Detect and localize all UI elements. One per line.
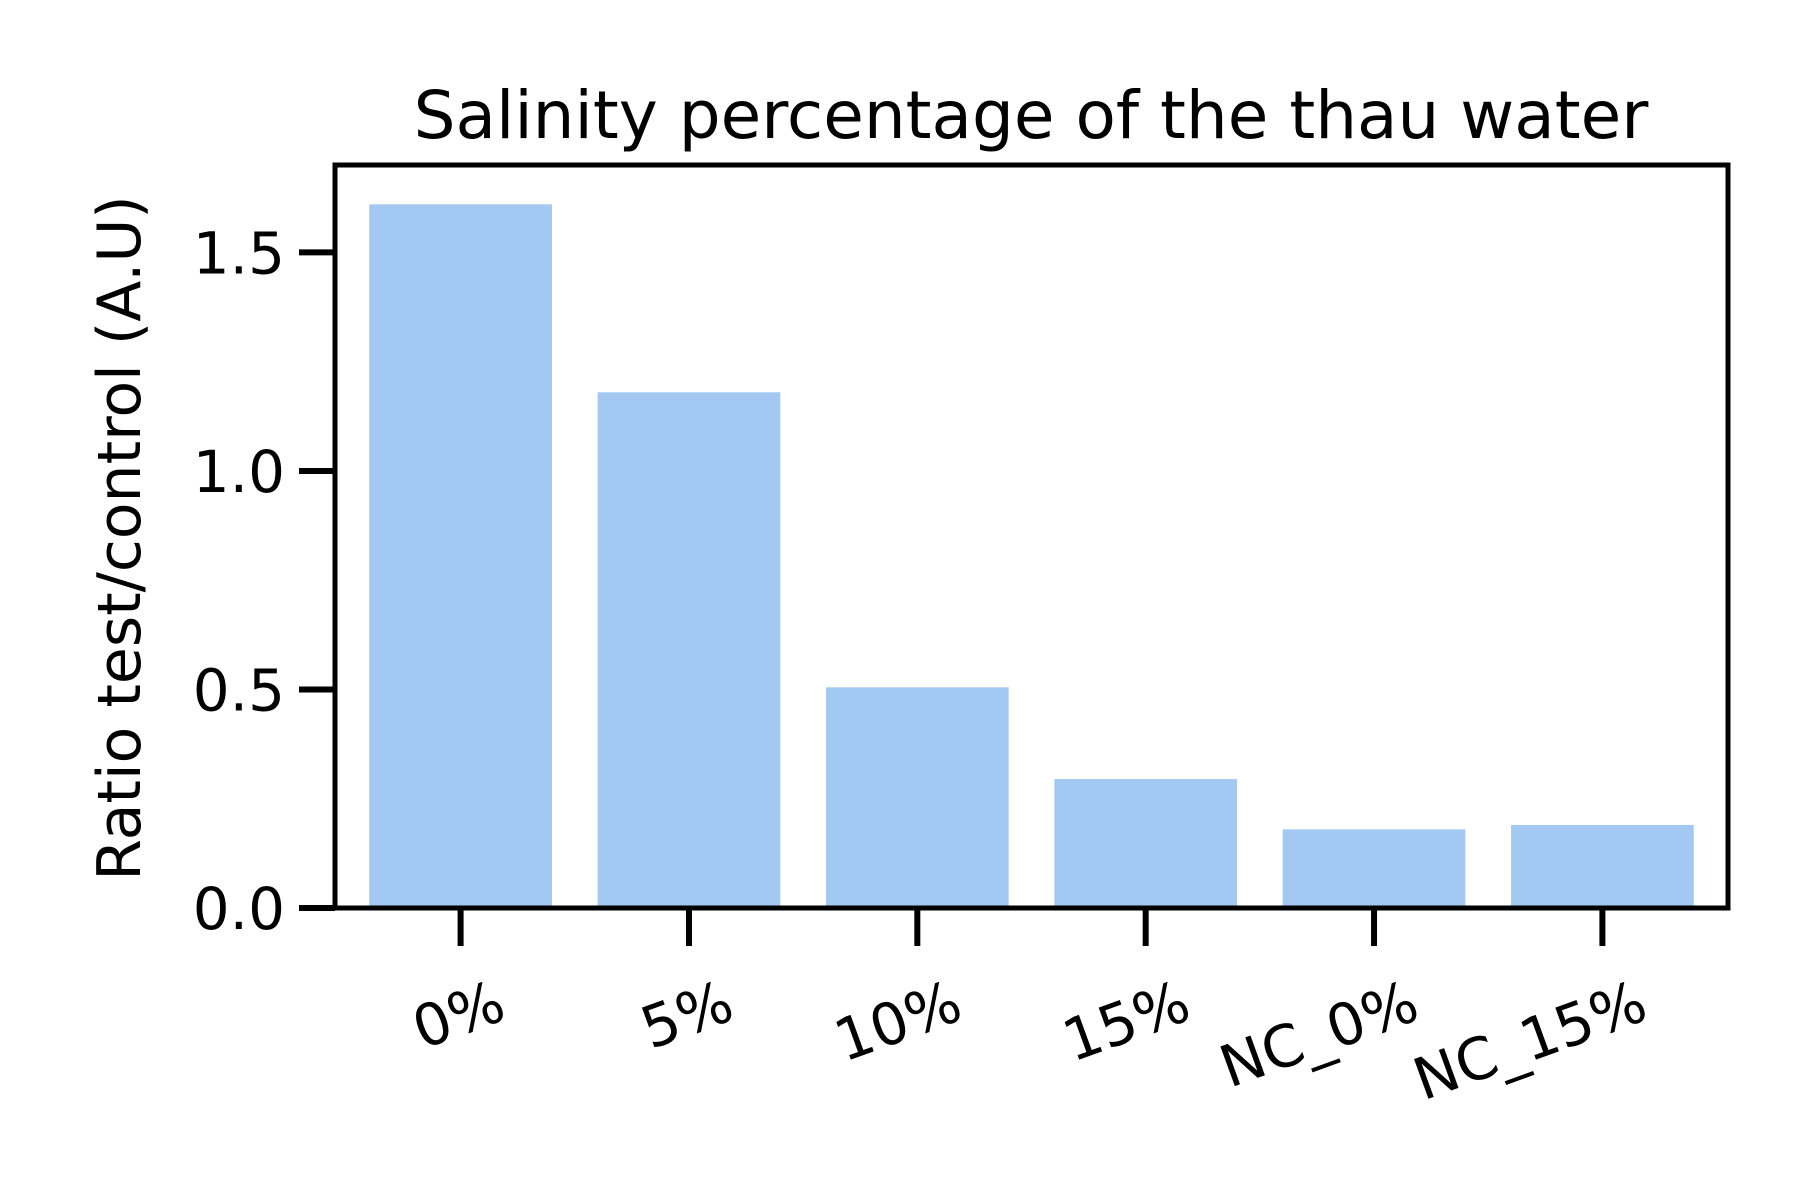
y-tick-label: 0.5: [193, 656, 285, 724]
x-tick-label: 0%: [404, 967, 514, 1062]
y-axis-ticks: 0.0 0.5 1.0 1.5: [193, 219, 335, 943]
x-tick-label: 15%: [1054, 967, 1198, 1075]
bar-10-: [825, 687, 1009, 908]
bar-nc-0-: [1282, 829, 1466, 908]
x-tick-label: 5%: [632, 967, 742, 1062]
plot-frame: [332, 162, 1731, 911]
bars-group: [369, 204, 1694, 909]
bar-15-: [1054, 779, 1238, 908]
bar-0-: [369, 204, 552, 909]
x-axis-ticks: 0% 5% 10% 15% NC_0%NC_15%: [404, 908, 1655, 1114]
y-tick-label: 1.5: [193, 219, 285, 287]
y-axis-label: Ratio test/control (A.U): [85, 195, 155, 880]
x-tick-label: NC_15%: [1405, 967, 1655, 1114]
chart-title: Salinity percentage of the thau water: [414, 77, 1650, 154]
x-tick-label: 10%: [826, 967, 970, 1075]
bar-nc-15-: [1511, 824, 1694, 908]
y-tick-label: 1.0: [193, 438, 285, 506]
bar-5-: [597, 392, 781, 908]
x-tick-label: NC_0%: [1211, 967, 1427, 1101]
y-tick-label: 0.0: [193, 875, 285, 943]
